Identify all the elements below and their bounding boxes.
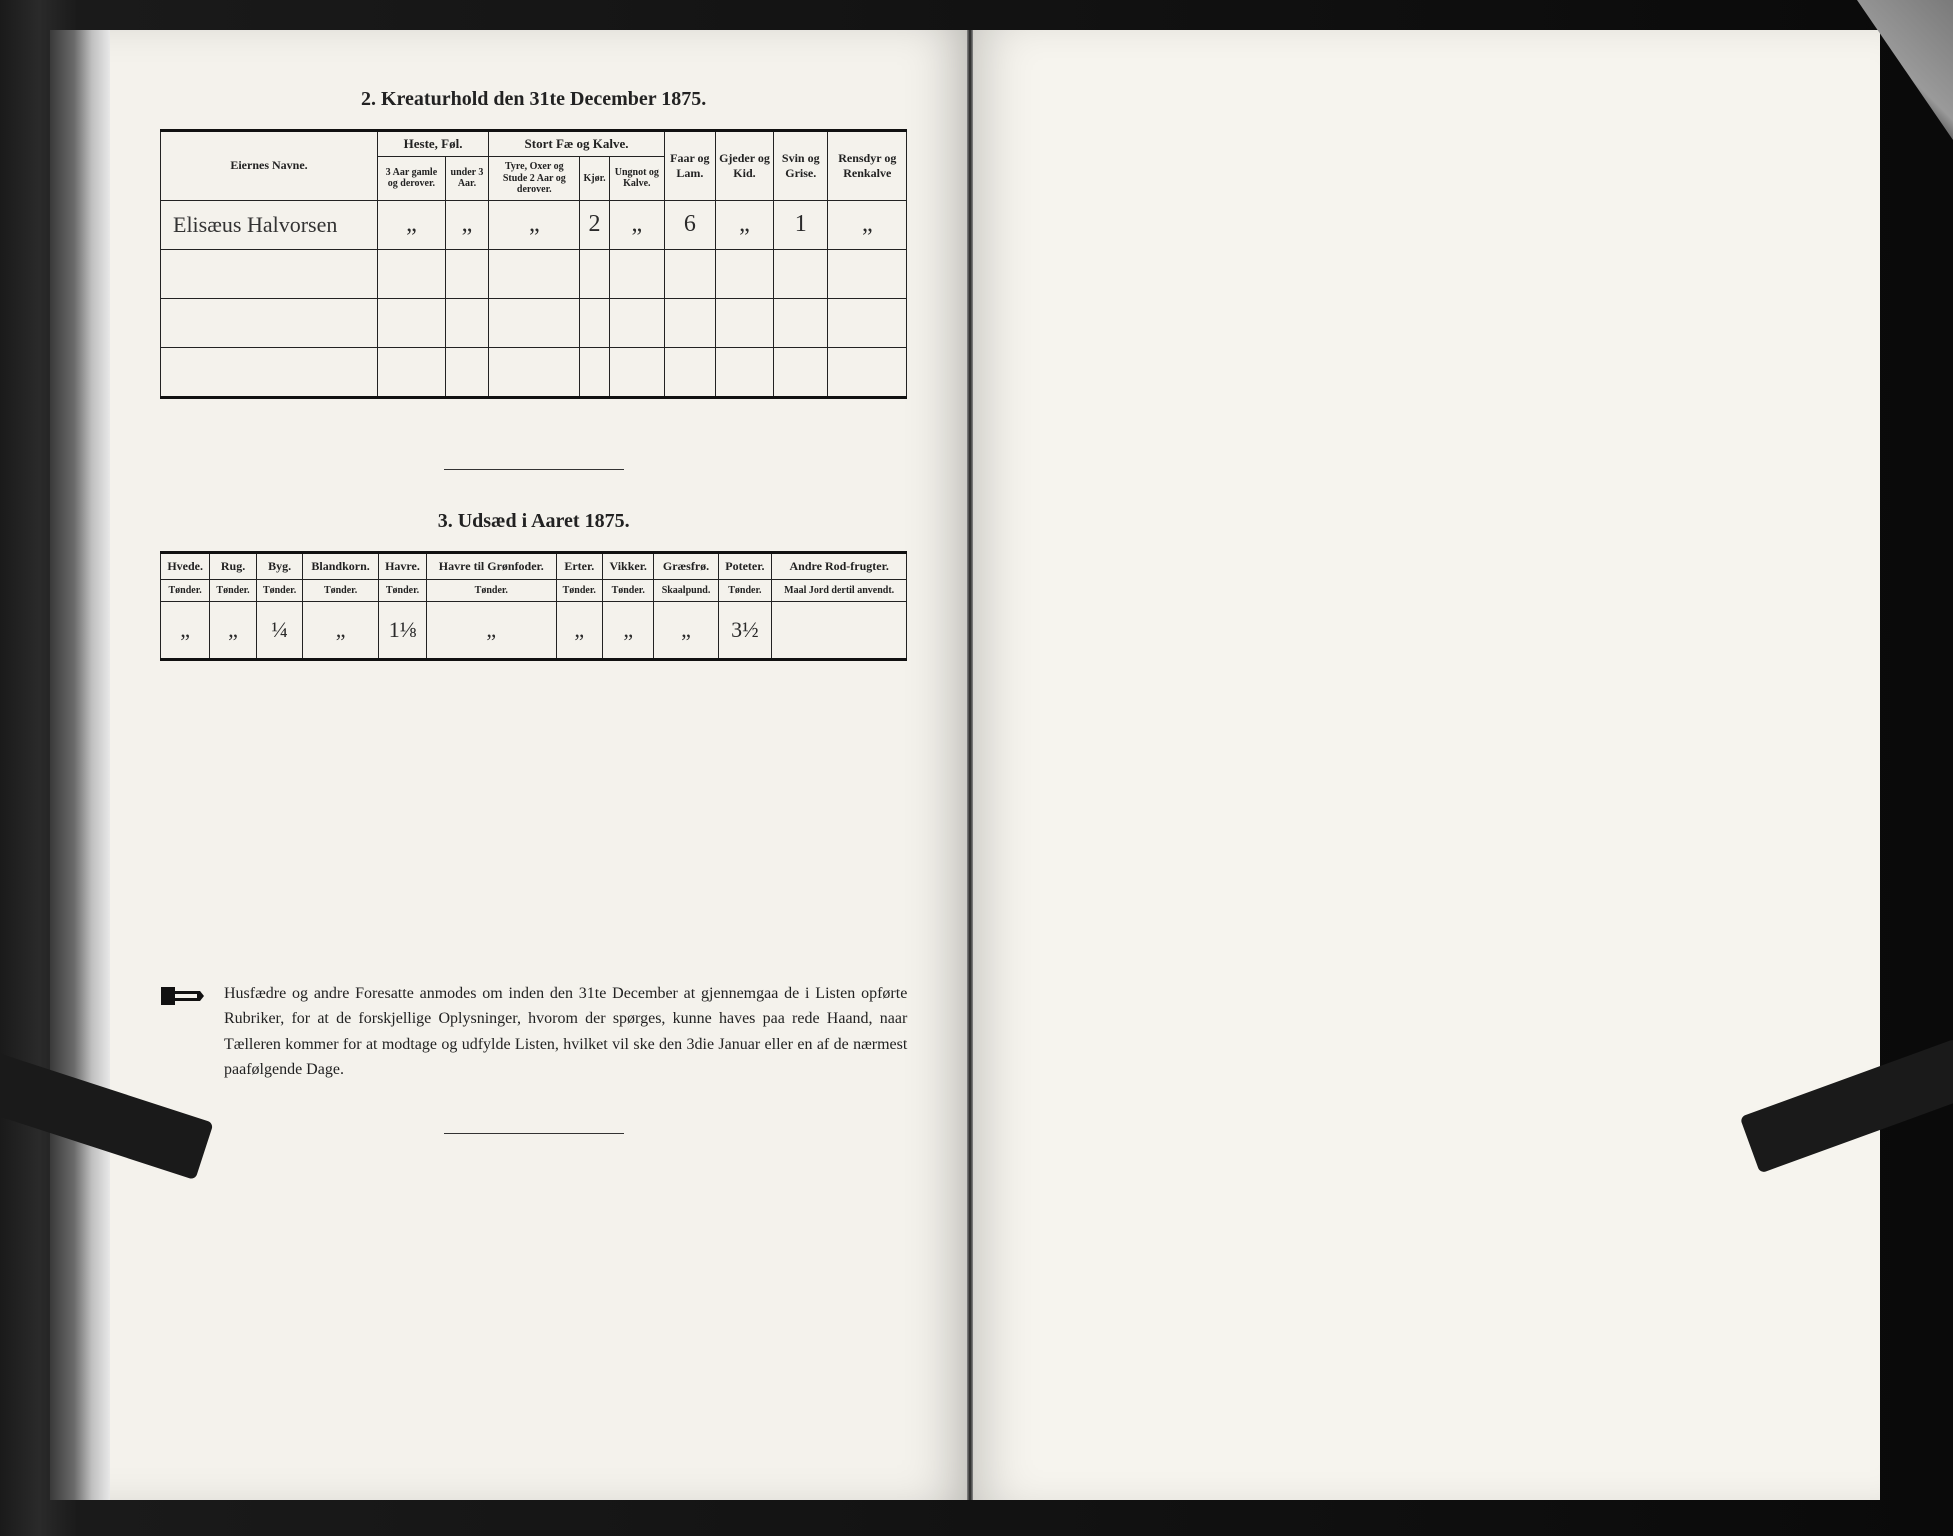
cell-fae3: „ <box>609 200 664 249</box>
seed-col-3: Blandkorn. <box>303 552 379 579</box>
left-page: 2. Kreaturhold den 31te December 1875. E… <box>50 30 967 1500</box>
seed-unit-4: Tønder. <box>378 579 426 601</box>
right-page-blank <box>973 30 1880 1500</box>
seed-unit-9: Tønder. <box>718 579 771 601</box>
section-divider <box>444 469 624 470</box>
seed-unit-row: Tønder. Tønder. Tønder. Tønder. Tønder. … <box>161 579 907 601</box>
book-spine-edge <box>50 30 110 1500</box>
seed-col-9: Poteter. <box>718 552 771 579</box>
livestock-table: Eiernes Navne. Heste, Føl. Stort Fæ og K… <box>160 129 907 399</box>
col-svin: Svin og Grise. <box>774 131 828 201</box>
seed-unit-5: Tønder. <box>427 579 556 601</box>
seed-val-8: „ <box>654 601 718 659</box>
seed-unit-2: Tønder. <box>256 579 303 601</box>
seed-val-7: „ <box>603 601 654 659</box>
seed-table: Hvede. Rug. Byg. Blandkorn. Havre. Havre… <box>160 551 907 661</box>
col-gjeder: Gjeder og Kid. <box>715 131 774 201</box>
seed-col-7: Vikker. <box>603 552 654 579</box>
seed-val-9: 3½ <box>718 601 771 659</box>
table-row-empty <box>161 249 907 298</box>
footer-block: Husfædre og andre Foresatte anmodes om i… <box>160 981 907 1083</box>
seed-unit-3: Tønder. <box>303 579 379 601</box>
seed-col-2: Byg. <box>256 552 303 579</box>
seed-val-6: „ <box>556 601 603 659</box>
seed-col-5: Havre til Grønfoder. <box>427 552 556 579</box>
cell-faar: 6 <box>665 200 716 249</box>
col-fae-sub1: Tyre, Oxer og Stude 2 Aar og derover. <box>489 157 580 201</box>
col-heste-sub2: under 3 Aar. <box>445 157 488 201</box>
seed-unit-7: Tønder. <box>603 579 654 601</box>
seed-unit-0: Tønder. <box>161 579 210 601</box>
seed-unit-6: Tønder. <box>556 579 603 601</box>
col-heste-sub1: 3 Aar gamle og derover. <box>378 157 446 201</box>
cell-fae2: 2 <box>580 200 609 249</box>
cell-fae1: „ <box>489 200 580 249</box>
col-rensdyr: Rensdyr og Renkalve <box>828 131 907 201</box>
seed-unit-8: Skaalpund. <box>654 579 718 601</box>
pointing-hand-icon <box>160 981 206 1011</box>
seed-col-4: Havre. <box>378 552 426 579</box>
cell-rensdyr: „ <box>828 200 907 249</box>
seed-val-0: „ <box>161 601 210 659</box>
col-owner-name: Eiernes Navne. <box>161 131 378 201</box>
cell-owner-name: Elisæus Halvorsen <box>161 200 378 249</box>
scanner-bed: 2. Kreaturhold den 31te December 1875. E… <box>0 0 1953 1536</box>
cell-gjeder: „ <box>715 200 774 249</box>
table-row-empty <box>161 347 907 397</box>
col-faar: Faar og Lam. <box>665 131 716 201</box>
seed-val-10 <box>772 601 907 659</box>
seed-col-1: Rug. <box>210 552 257 579</box>
col-group-heste: Heste, Føl. <box>378 131 489 157</box>
footer-divider <box>444 1133 624 1134</box>
table-row: Elisæus Halvorsen „ „ „ 2 „ 6 „ 1 „ <box>161 200 907 249</box>
col-group-fae: Stort Fæ og Kalve. <box>489 131 665 157</box>
cell-svin: 1 <box>774 200 828 249</box>
cell-heste1: „ <box>378 200 446 249</box>
table-row-empty <box>161 298 907 347</box>
seed-val-1: „ <box>210 601 257 659</box>
col-fae-sub2: Kjør. <box>580 157 609 201</box>
seed-unit-10: Maal Jord dertil anvendt. <box>772 579 907 601</box>
seed-val-2: ¼ <box>256 601 303 659</box>
seed-col-0: Hvede. <box>161 552 210 579</box>
seed-data-row: „ „ ¼ „ 1⅛ „ „ „ „ 3½ <box>161 601 907 659</box>
section-2-title: 2. Kreaturhold den 31te December 1875. <box>160 88 907 111</box>
cell-heste2: „ <box>445 200 488 249</box>
footer-instruction-text: Husfædre og andre Foresatte anmodes om i… <box>224 981 907 1083</box>
seed-col-8: Græsfrø. <box>654 552 718 579</box>
seed-col-10: Andre Rod-frugter. <box>772 552 907 579</box>
col-fae-sub3: Ungnot og Kalve. <box>609 157 664 201</box>
seed-val-5: „ <box>427 601 556 659</box>
seed-unit-1: Tønder. <box>210 579 257 601</box>
seed-header-row: Hvede. Rug. Byg. Blandkorn. Havre. Havre… <box>161 552 907 579</box>
seed-val-4: 1⅛ <box>378 601 426 659</box>
seed-val-3: „ <box>303 601 379 659</box>
seed-col-6: Erter. <box>556 552 603 579</box>
open-book: 2. Kreaturhold den 31te December 1875. E… <box>50 30 1880 1500</box>
section-3-title: 3. Udsæd i Aaret 1875. <box>160 510 907 533</box>
